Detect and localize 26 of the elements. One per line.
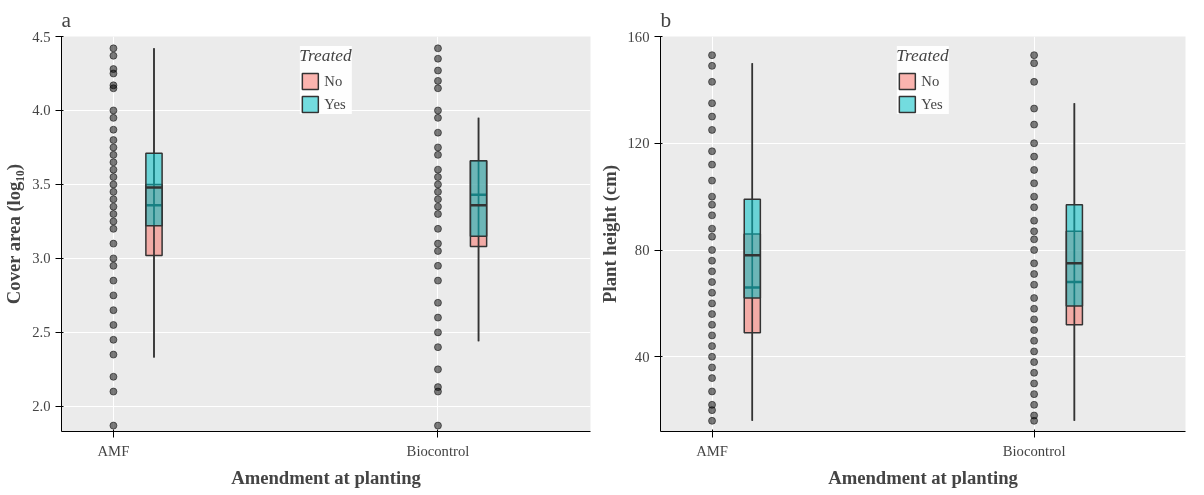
y-tick-label: 4.5	[32, 28, 51, 45]
y-axis-title: Cover area (log₁₀)	[3, 164, 26, 305]
y-tick-label: 2.5	[32, 324, 51, 341]
y-tick-label: 2.0	[32, 398, 51, 415]
y-tick-label: 40	[634, 348, 650, 365]
legend-label: Yes	[921, 95, 943, 113]
legend-label: Yes	[324, 95, 346, 113]
x-tick-label: AMF	[97, 442, 130, 459]
x-tick-label: Biocontrol	[406, 442, 470, 459]
legend-label: No	[324, 72, 344, 90]
legend-label: No	[921, 72, 941, 90]
y-tick-label: 120	[627, 135, 650, 152]
x-axis-title: Amendment at planting	[828, 466, 1019, 488]
y-tick-label: 160	[627, 28, 650, 45]
x-axis-title: Amendment at planting	[231, 466, 422, 488]
x-tick-label: Biocontrol	[1002, 442, 1066, 459]
legend-title: Treated	[299, 46, 352, 66]
y-tick-label: 4.0	[32, 102, 51, 119]
chart-title: a	[61, 7, 72, 32]
legend-title: Treated	[896, 46, 949, 66]
y-axis-title: Plant height (cm)	[598, 165, 621, 303]
x-tick-label: AMF	[696, 442, 728, 459]
y-tick-label: 80	[634, 242, 650, 259]
y-tick-label: 3.5	[32, 176, 51, 193]
chart-title: b	[660, 7, 672, 32]
y-tick-label: 3.0	[32, 250, 51, 267]
